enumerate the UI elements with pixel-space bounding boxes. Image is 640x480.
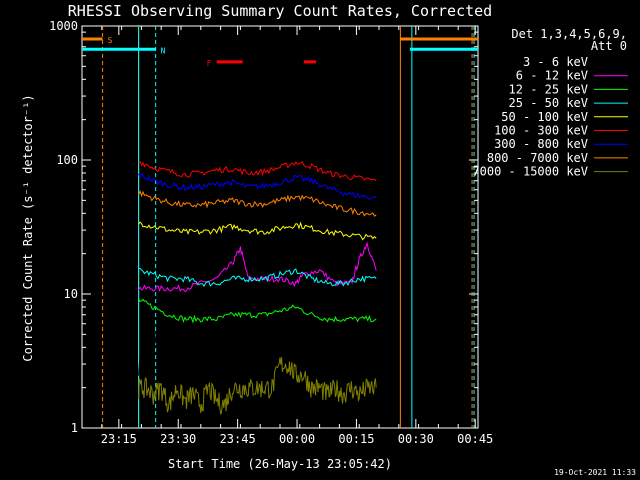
series-line	[138, 271, 377, 376]
legend-entry: 25 - 50 keV	[509, 96, 588, 110]
x-tick-label: 23:30	[160, 432, 196, 446]
legend-entry: 3 - 6 keV	[523, 55, 588, 69]
chart-title: RHESSI Observing Summary Count Rates, Co…	[68, 2, 492, 20]
y-axis: 1 10 100 1000	[49, 19, 478, 435]
legend-entry: 300 - 800 keV	[494, 137, 588, 151]
flag-label: N	[161, 46, 166, 55]
x-tick-label: 23:15	[101, 432, 137, 446]
legend-header: Det 1,3,4,5,6,9,	[511, 27, 627, 41]
legend-entry: 50 - 100 keV	[501, 110, 588, 124]
flag-label: S	[108, 36, 113, 45]
y-tick-label: 1000	[49, 19, 78, 33]
x-tick-label: 00:45	[457, 432, 493, 446]
x-axis: 23:15 23:30 23:45 00:00 00:15 00:30 00:45	[81, 26, 493, 446]
flag-lines: S N F	[82, 36, 478, 68]
legend-header: Att 0	[591, 39, 627, 53]
vertical-markers	[102, 26, 475, 428]
y-axis-label: Corrected Count Rate (s⁻¹ detector⁻¹)	[21, 94, 35, 361]
legend-entry: 100 - 300 keV	[494, 124, 588, 138]
y-tick-label: 1	[71, 421, 78, 435]
legend-entry: 800 - 7000 keV	[487, 151, 588, 165]
series-line	[138, 241, 377, 293]
flag-label: F	[207, 59, 212, 68]
plot-border	[81, 25, 479, 429]
x-tick-label: 00:30	[398, 432, 434, 446]
plot-frame	[81, 25, 479, 429]
x-tick-label: 00:15	[338, 432, 374, 446]
series-line	[138, 160, 377, 182]
series-line	[138, 267, 377, 288]
x-tick-label: 23:45	[220, 432, 256, 446]
x-tick-label: 00:00	[279, 432, 315, 446]
series-line	[138, 221, 377, 241]
legend-entry: 7000 - 15000 keV	[472, 165, 588, 179]
legend-entry: 12 - 25 keV	[509, 82, 588, 96]
series-line	[138, 189, 377, 217]
x-axis-label: Start Time (26-May-13 23:05:42)	[168, 457, 392, 471]
series-line	[138, 172, 377, 201]
series-line	[138, 357, 377, 415]
series-lines	[138, 160, 377, 415]
legend-entry: 6 - 12 keV	[516, 69, 588, 83]
series-line	[138, 298, 377, 324]
y-tick-label: 10	[64, 287, 78, 301]
footer-timestamp: 19-Oct-2021 11:33	[554, 468, 636, 477]
y-tick-label: 100	[56, 153, 78, 167]
